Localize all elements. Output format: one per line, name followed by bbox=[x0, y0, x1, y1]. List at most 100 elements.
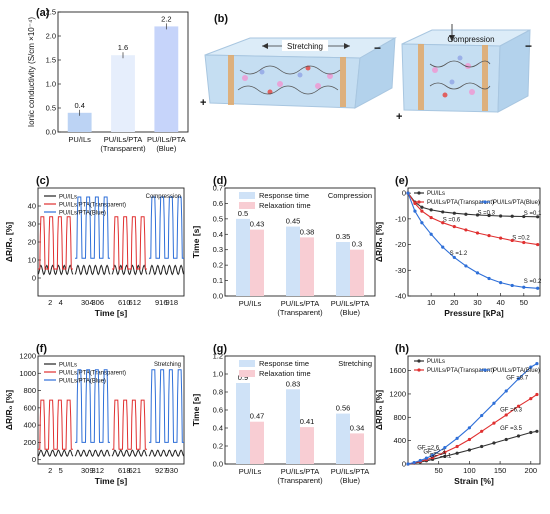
legend-marker-h-1 bbox=[417, 368, 421, 372]
bar-value-label-g-s0-0: 0.9 bbox=[238, 373, 248, 382]
x-tick-label-e-0: 10 bbox=[427, 298, 435, 307]
data-point-h-1-9 bbox=[492, 421, 496, 425]
plot-frame-h bbox=[407, 355, 541, 465]
x-tick-label-e-3: 40 bbox=[496, 298, 504, 307]
y-tick-label-e-3: -30 bbox=[395, 266, 406, 275]
legend-label-h-1: PU/ILs/PTA(Transparent) bbox=[427, 368, 494, 374]
data-point-h-1-11 bbox=[516, 404, 521, 408]
legend-label-g-0: Response time bbox=[259, 359, 309, 368]
y-tick-label-f-0: 0 bbox=[32, 455, 36, 464]
y-tick-label-e-0: 0 bbox=[402, 189, 406, 198]
panel-label-f: (f) bbox=[36, 343, 47, 355]
x-axis-label-e: Pressure [kPa] bbox=[444, 308, 504, 318]
bar-g-s0-0 bbox=[236, 383, 250, 464]
data-point-h-1-7 bbox=[467, 437, 471, 442]
plot-frame-f bbox=[37, 355, 185, 465]
annotation-e-5: S =0.2 bbox=[524, 279, 542, 285]
bar-a-2 bbox=[154, 26, 179, 132]
data-point-h-0-7 bbox=[467, 448, 471, 452]
x-axis-label-c: Time [s] bbox=[95, 308, 128, 318]
bar-value-label-a-0: 0.4 bbox=[74, 101, 84, 110]
x-tick-label-g-0-0: PU/ILs bbox=[239, 467, 262, 476]
series-line-f-1-seg0 bbox=[38, 399, 73, 450]
data-point-e-0-9 bbox=[499, 214, 503, 218]
series-line-c-0-seg3 bbox=[148, 264, 185, 276]
data-point-h-2-4 bbox=[430, 453, 435, 457]
y-tick-label-d-0: 0.0 bbox=[213, 292, 223, 301]
y-tick-label-e-1: -10 bbox=[395, 214, 406, 223]
x-tick-label-f-7: 930 bbox=[165, 466, 178, 475]
bar-a-0 bbox=[67, 112, 92, 132]
legend-swatch-g-0 bbox=[239, 360, 255, 367]
x-tick-label-h-2: 150 bbox=[494, 466, 507, 475]
y-tick-label-g-0: 0.0 bbox=[213, 460, 223, 469]
x-tick-label-a-0-0: PU/ILs bbox=[68, 135, 91, 144]
legend-marker-e-0 bbox=[417, 191, 421, 195]
series-line-f-2-seg1 bbox=[75, 369, 110, 443]
data-point-e-2-12 bbox=[536, 286, 540, 290]
legend-label-d-1: Relaxation time bbox=[259, 201, 311, 210]
legend-label-e-0: PU/ILs bbox=[427, 191, 445, 197]
x-tick-label-f-2: 309 bbox=[81, 466, 94, 475]
x-tick-label-f-6: 927 bbox=[155, 466, 168, 475]
bar-value-label-d-s0-1: 0.45 bbox=[286, 217, 301, 226]
bar-value-label-g-s1-0: 0.47 bbox=[250, 412, 265, 421]
series-line-f-0-seg2 bbox=[111, 449, 148, 457]
annotation-e-1: S =0.1 bbox=[524, 211, 542, 217]
y-tick-label-d-5: 0.5 bbox=[213, 214, 223, 223]
x-tick-label-a-2-1: (Blue) bbox=[156, 144, 177, 153]
x-tick-label-d-1-0: PU/ILs/PTA bbox=[281, 299, 320, 308]
bar-g-s1-0 bbox=[250, 421, 264, 464]
y-tick-label-f-5: 1000 bbox=[19, 369, 36, 378]
bar-value-label-a-1: 1.6 bbox=[118, 43, 128, 52]
y-tick-label-c-0: 0 bbox=[32, 274, 36, 283]
bar-value-label-g-s0-1: 0.83 bbox=[286, 379, 301, 388]
x-tick-label-g-1-1: (Transparent) bbox=[277, 476, 323, 485]
data-point-e-1-10 bbox=[510, 238, 514, 243]
data-point-e-0-11 bbox=[522, 214, 526, 219]
series-line-f-0-seg3 bbox=[148, 449, 185, 457]
y-tick-label-g-2: 0.4 bbox=[213, 424, 223, 433]
y-tick-label-d-3: 0.3 bbox=[213, 245, 223, 254]
x-tick-label-g-2-0: PU/ILs/PTA bbox=[331, 467, 370, 476]
data-point-h-1-4 bbox=[430, 455, 435, 460]
y-axis-label-g: Time [s] bbox=[191, 394, 201, 427]
y-axis-label-c: ΔR/R₀ [%] bbox=[4, 222, 14, 262]
x-axis-label-h: Strain [%] bbox=[454, 476, 494, 486]
legend-label-f-2: PU/ILs/PTA(Blue) bbox=[59, 379, 106, 385]
data-point-h-1-13 bbox=[535, 392, 539, 397]
bar-d-s0-0 bbox=[236, 218, 250, 296]
legend-marker-h-0 bbox=[417, 359, 421, 363]
data-point-e-2-9 bbox=[499, 281, 503, 285]
legend-label-f-1: PU/ILs/PTA(Transparent) bbox=[59, 371, 126, 377]
data-point-h-0-8 bbox=[480, 444, 484, 449]
data-point-h-2-6 bbox=[455, 436, 459, 440]
x-tick-label-h-3: 200 bbox=[525, 466, 538, 475]
data-point-e-1-4 bbox=[441, 221, 445, 225]
y-tick-label-c-3: 30 bbox=[28, 220, 36, 229]
plus-terminal-right: + bbox=[396, 111, 402, 123]
data-point-e-2-1 bbox=[413, 209, 417, 213]
data-point-h-2-5 bbox=[443, 446, 447, 450]
data-point-e-1-11 bbox=[522, 240, 526, 245]
annotation-h-4: GF =2.3 bbox=[423, 449, 446, 455]
data-point-h-2-2 bbox=[418, 458, 422, 463]
y-tick-label-f-2: 400 bbox=[23, 421, 36, 430]
data-point-e-0-10 bbox=[510, 214, 514, 218]
legend-swatch-g-1 bbox=[239, 370, 255, 377]
data-point-e-0-3 bbox=[429, 208, 433, 212]
data-point-h-1-12 bbox=[529, 397, 533, 401]
data-point-h-2-1 bbox=[412, 460, 416, 465]
x-tick-label-d-0-0: PU/ILs bbox=[239, 299, 262, 308]
legend-label-d-0: Response time bbox=[259, 191, 309, 200]
y-tick-label-a-0: 0.0 bbox=[46, 128, 56, 137]
series-line-f-0-seg0 bbox=[37, 449, 74, 457]
data-point-e-2-7 bbox=[475, 271, 480, 275]
y-tick-label-h-1: 400 bbox=[393, 436, 406, 445]
series-line-f-0-seg1 bbox=[74, 449, 111, 457]
y-tick-label-e-2: -20 bbox=[395, 240, 406, 249]
panel-label-h: (h) bbox=[395, 343, 409, 355]
bar-value-label-a-2: 2.2 bbox=[161, 14, 171, 23]
y-tick-label-f-6: 1200 bbox=[19, 352, 36, 361]
panel-label-c: (c) bbox=[36, 175, 50, 187]
